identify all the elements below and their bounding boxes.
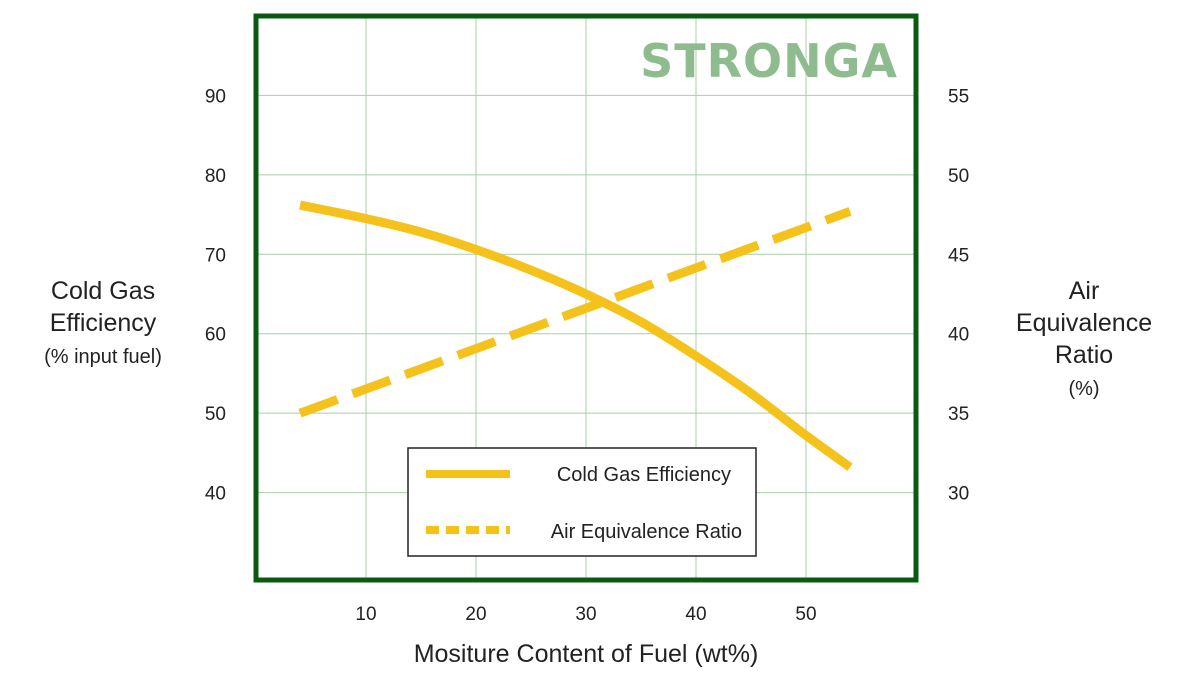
right-tick-label: 40 [948,325,969,346]
right-tick-label: 30 [948,484,969,505]
left-axis-title-line-2: Efficiency [50,309,157,337]
right-axis-title-line-1: Air [1069,277,1100,305]
left-axis-title: Cold Gas Efficiency (% input fuel) [44,277,162,368]
series-line-cold-gas-efficiency [299,200,853,471]
right-tick-label: 35 [948,404,969,425]
x-tick-label: 50 [795,604,816,625]
legend-label-cold-gas-efficiency: Cold Gas Efficiency [557,464,731,486]
right-axis-title: Air Equivalence Ratio (%) [1016,277,1152,400]
left-tick-label: 70 [205,245,226,266]
right-tick-label: 45 [948,245,969,266]
x-tick-label: 20 [465,604,486,625]
legend-box [407,447,757,557]
series-line-air-equivalence-ratio [298,207,852,418]
left-tick-label: 80 [205,166,226,187]
left-tick-label: 40 [205,484,226,505]
left-axis-unit: (% input fuel) [44,346,162,368]
series-layer [298,200,853,471]
left-tick-label: 60 [205,325,226,346]
left-axis-title-line-1: Cold Gas [51,277,155,305]
x-tick-label: 10 [355,604,376,625]
brand-watermark: STRONGA [640,34,898,88]
x-tick-labels: 10 20 30 40 50 [355,604,816,625]
left-tick-label: 90 [205,86,226,107]
right-tick-label: 55 [948,86,969,107]
left-tick-labels: 40 50 60 70 80 90 [205,86,226,504]
plot-frame [253,13,919,583]
x-axis-title: Mositure Content of Fuel (wt%) [414,640,759,668]
right-axis-title-line-3: Ratio [1055,341,1113,369]
x-tick-label: 30 [575,604,596,625]
left-tick-label: 50 [205,404,226,425]
x-tick-label: 40 [685,604,706,625]
right-tick-labels: 30 35 40 45 50 55 [948,86,969,504]
legend: Cold Gas Efficiency Air Equivalence Rati… [407,447,757,557]
right-axis-title-line-2: Equivalence [1016,309,1152,337]
legend-label-air-equivalence-ratio: Air Equivalence Ratio [551,521,742,543]
right-axis-unit: (%) [1068,378,1099,400]
right-tick-label: 50 [948,166,969,187]
